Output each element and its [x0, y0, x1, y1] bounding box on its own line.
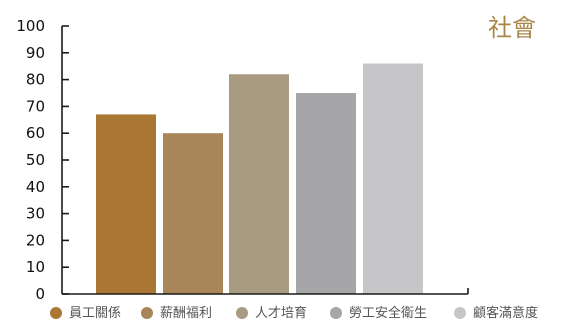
bar-3: [229, 74, 289, 295]
y-tick-label: 10: [26, 258, 45, 276]
legend-label-3: 人才培育: [255, 305, 307, 321]
legend-label-5: 顧客滿意度: [473, 305, 538, 321]
bar-1: [96, 114, 156, 294]
legend-label-1: 員工關係: [69, 306, 121, 321]
y-tick-label: 40: [26, 178, 45, 196]
bars: [96, 63, 423, 295]
bar-5: [363, 63, 423, 294]
y-tick-label: 70: [26, 97, 45, 115]
legend-label-4: 勞工安全衛生: [349, 305, 427, 321]
legend-marker-5: [454, 307, 466, 319]
y-tick-label: 50: [26, 151, 45, 169]
chart-title: 社會: [488, 14, 536, 42]
bar-4: [296, 93, 356, 294]
y-tick-label: 90: [26, 44, 45, 62]
y-tick-label: 30: [26, 205, 45, 223]
y-axis: 0 10 20 30 40 50 60 70 80 90 100: [16, 17, 69, 303]
legend-marker-4: [330, 307, 342, 319]
y-tick-label: 80: [26, 71, 45, 89]
legend-marker-1: [50, 307, 62, 319]
bar-2: [163, 133, 223, 294]
y-tick-label: 100: [16, 17, 45, 35]
y-tick-label: 60: [26, 124, 45, 142]
legend-label-2: 薪酬福利: [160, 306, 212, 321]
y-tick-label: 20: [26, 231, 45, 249]
legend-marker-3: [236, 307, 248, 319]
legend: 員工關係 薪酬福利 人才培育 勞工安全衛生 顧客滿意度: [50, 305, 538, 321]
x-axis: [62, 288, 469, 295]
legend-marker-2: [141, 307, 153, 319]
y-tick-label: 0: [35, 285, 45, 303]
